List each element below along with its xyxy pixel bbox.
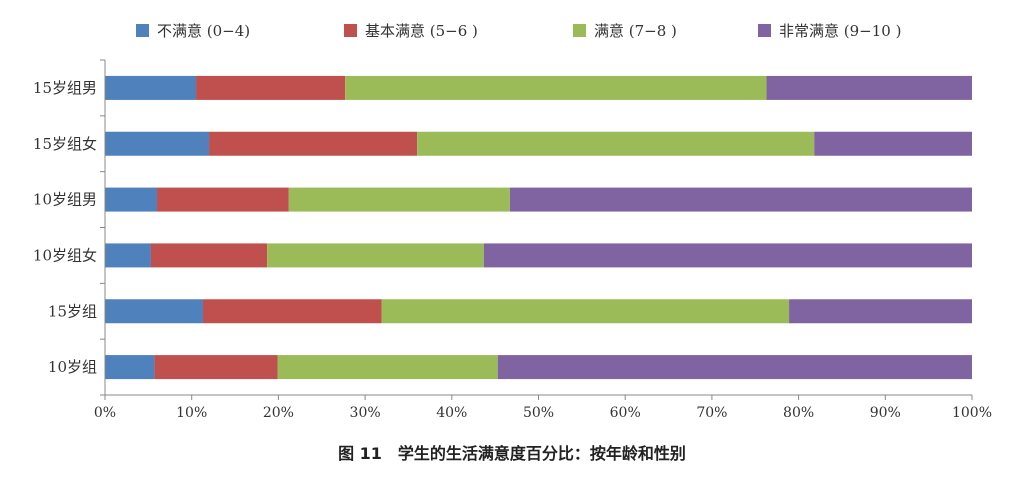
bar-1-series-1 <box>105 75 197 100</box>
bar-5-series-1 <box>105 299 203 324</box>
x-tick-label-8: 80% <box>783 405 814 421</box>
legend-label-1: 不满意 (0−4) <box>157 22 251 40</box>
x-tick-label-7: 70% <box>696 405 727 421</box>
legend-swatch-3 <box>573 24 586 37</box>
bar-6-series-3 <box>277 355 498 380</box>
bar-2-series-4 <box>814 131 972 156</box>
bar-6-series-4 <box>497 355 972 380</box>
legend: 不满意 (0−4) 基本满意 (5−6 ) 满意 (7−8 ) 非常满意 (9−… <box>0 20 1024 46</box>
bar-5-series-3 <box>381 299 790 324</box>
figure-caption: 图 11 学生的生活满意度百分比：按年龄和性别 <box>338 444 686 463</box>
bar-6-series-1 <box>105 355 155 380</box>
category-label-1: 15岁组男 <box>33 79 97 97</box>
bar-5-series-2 <box>202 299 382 324</box>
bar-4-series-4 <box>483 243 972 268</box>
x-tick-label-5: 50% <box>523 405 554 421</box>
legend-label-4: 非常满意 (9−10 ) <box>779 22 902 40</box>
bar-5-series-4 <box>789 299 972 324</box>
bar-6-series-2 <box>154 355 278 380</box>
legend-item-3: 满意 (7−8 ) <box>573 20 677 41</box>
bar-1-series-2 <box>196 75 346 100</box>
x-tick-label-3: 30% <box>350 405 381 421</box>
bar-3-series-3 <box>288 187 510 212</box>
category-label-2: 15岁组女 <box>33 135 97 153</box>
legend-swatch-4 <box>758 24 771 37</box>
bar-4-series-1 <box>105 243 151 268</box>
x-tick-label-2: 20% <box>263 405 294 421</box>
category-label-6: 10岁组 <box>48 358 97 376</box>
legend-label-2: 基本满意 (5−6 ) <box>365 22 478 40</box>
bar-2-series-3 <box>417 131 815 156</box>
category-label-3: 10岁组男 <box>33 191 97 209</box>
bar-1-series-3 <box>345 75 767 100</box>
bar-2-series-1 <box>105 131 210 156</box>
bar-3-series-1 <box>105 187 158 212</box>
bar-4-series-3 <box>267 243 484 268</box>
legend-swatch-2 <box>344 24 357 37</box>
legend-item-4: 非常满意 (9−10 ) <box>758 20 901 41</box>
category-label-4: 10岁组女 <box>33 246 97 264</box>
x-tick-label-9: 90% <box>870 405 901 421</box>
bar-1-series-4 <box>766 75 972 100</box>
x-tick-label-0: 0% <box>94 405 116 421</box>
x-tick-label-4: 40% <box>436 405 467 421</box>
bar-3-series-2 <box>157 187 289 212</box>
x-tick-label-1: 10% <box>176 405 207 421</box>
legend-item-2: 基本满意 (5−6 ) <box>344 20 478 41</box>
bar-3-series-4 <box>509 187 972 212</box>
legend-item-1: 不满意 (0−4) <box>136 20 250 41</box>
x-tick-label-6: 60% <box>610 405 641 421</box>
category-label-5: 15岁组 <box>48 302 97 320</box>
legend-swatch-1 <box>136 24 149 37</box>
bar-2-series-2 <box>209 131 418 156</box>
legend-label-3: 满意 (7−8 ) <box>594 22 677 40</box>
bar-4-series-2 <box>150 243 268 268</box>
x-tick-label-10: 100% <box>952 405 992 421</box>
